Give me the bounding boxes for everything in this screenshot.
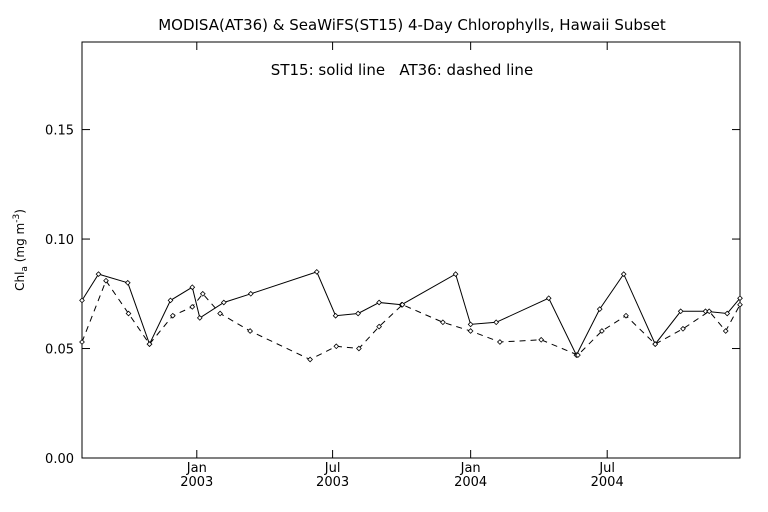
point-st15-12 (376, 299, 382, 306)
point-at36-8 (247, 328, 253, 334)
series-layer (79, 269, 743, 363)
point-at36-3 (146, 341, 153, 347)
x-tick-month-1: Jul (324, 461, 341, 476)
y-tick-label-2: 0.10 (45, 233, 74, 248)
point-at36-12 (376, 323, 382, 330)
point-at36-24 (722, 328, 729, 334)
x-tick-month-0: Jan (186, 461, 207, 476)
point-st15-8 (247, 290, 254, 297)
point-at36-0 (79, 339, 85, 345)
x-tick-month-2: Jan (460, 461, 481, 476)
point-at36-14 (440, 319, 446, 326)
point-st15-7 (220, 299, 227, 306)
y-axis-label: Chla (mg m-3) (12, 209, 30, 291)
point-at36-15 (467, 328, 474, 334)
point-at36-9 (307, 356, 313, 363)
point-st15-24 (724, 310, 731, 317)
point-st15-5 (189, 284, 196, 291)
point-st15-0 (79, 297, 85, 304)
series-line-st15 (81, 271, 741, 357)
point-at36-13 (399, 301, 406, 308)
series-at36 (79, 277, 743, 363)
point-at36-23 (706, 308, 713, 315)
point-at36-4 (169, 312, 176, 319)
point-st15-16 (493, 319, 500, 326)
point-at36-22 (680, 325, 686, 332)
point-at36-2 (125, 310, 132, 317)
point-st15-9 (313, 269, 320, 275)
y-tick-label-0: 0.00 (45, 452, 74, 467)
point-at36-11 (356, 345, 362, 352)
point-at36-21 (652, 341, 659, 347)
point-at36-19 (599, 328, 605, 334)
series-st15 (79, 269, 743, 358)
chart-title: MODISA(AT36) & SeaWiFS(ST15) 4-Day Chlor… (158, 16, 666, 34)
point-at36-7 (217, 310, 223, 317)
point-at36-6 (199, 290, 206, 297)
point-st15-2 (124, 279, 131, 286)
point-at36-18 (575, 352, 581, 358)
y-tick-label-1: 0.05 (45, 343, 74, 358)
point-at36-20 (623, 312, 629, 319)
x-tick-year-3: 2004 (591, 475, 624, 490)
x-tick-year-1: 2003 (316, 475, 349, 490)
x-tick-year-2: 2004 (454, 475, 487, 490)
x-tick-month-3: Jul (598, 461, 615, 476)
point-at36-10 (333, 343, 340, 350)
point-at36-1 (103, 277, 109, 284)
point-st15-22 (677, 308, 684, 315)
series-line-at36 (81, 279, 741, 361)
point-st15-19 (596, 306, 603, 312)
x-tick-year-0: 2003 (180, 475, 213, 490)
point-st15-25 (737, 295, 743, 302)
point-st15-1 (95, 271, 102, 277)
legend-annotation: ST15: solid line AT36: dashed line (271, 61, 533, 79)
point-st15-20 (620, 271, 627, 277)
point-st15-14 (452, 271, 459, 277)
point-st15-17 (545, 295, 552, 302)
y-axis: 0.00 0.05 0.10 0.15 (45, 124, 740, 467)
point-at36-5 (189, 304, 196, 310)
point-at36-25 (737, 301, 743, 308)
point-at36-17 (538, 336, 545, 343)
point-st15-15 (467, 321, 474, 328)
y-tick-label-3: 0.15 (45, 124, 74, 139)
point-st15-6 (196, 315, 203, 321)
point-at36-16 (497, 339, 503, 345)
point-st15-10 (332, 312, 339, 319)
plot-frame (81, 41, 741, 459)
point-st15-11 (355, 310, 361, 317)
point-st15-4 (167, 297, 174, 304)
